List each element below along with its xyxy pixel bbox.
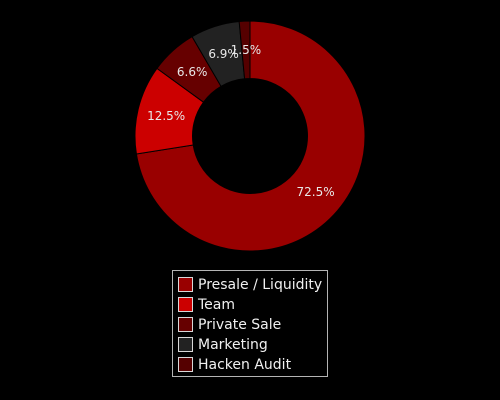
legend: Presale / Liquidity Team Private Sale Marke… xyxy=(172,270,328,377)
legend-swatch xyxy=(178,357,193,372)
legend-swatch xyxy=(178,277,193,292)
slice-labels-layer: 72.5% 12.5% 6.6%6.9%1.5% xyxy=(147,43,335,199)
legend-label[interactable]: Hacken Audit xyxy=(198,357,292,373)
legend-frame xyxy=(172,270,328,377)
slices-layer xyxy=(134,20,366,252)
slice-presale-liquidity[interactable] xyxy=(135,20,366,252)
legend-swatch xyxy=(178,297,193,312)
legend-swatch xyxy=(178,317,193,332)
slice-label: 6.9% xyxy=(208,47,239,61)
legend-label[interactable]: Marketing xyxy=(198,337,268,353)
legend-label[interactable]: Team xyxy=(197,297,235,313)
legend-label[interactable]: Private Sale xyxy=(198,317,281,333)
slice-label: 72.5% xyxy=(297,185,335,199)
slice-hacken-audit[interactable] xyxy=(238,20,251,80)
slice-label: 1.5% xyxy=(231,43,262,57)
legend-label[interactable]: Presale / Liquidity xyxy=(198,277,322,293)
slice-label: 12.5% xyxy=(147,109,185,123)
slice-label: 6.6% xyxy=(177,65,208,79)
legend-swatch xyxy=(178,337,193,352)
